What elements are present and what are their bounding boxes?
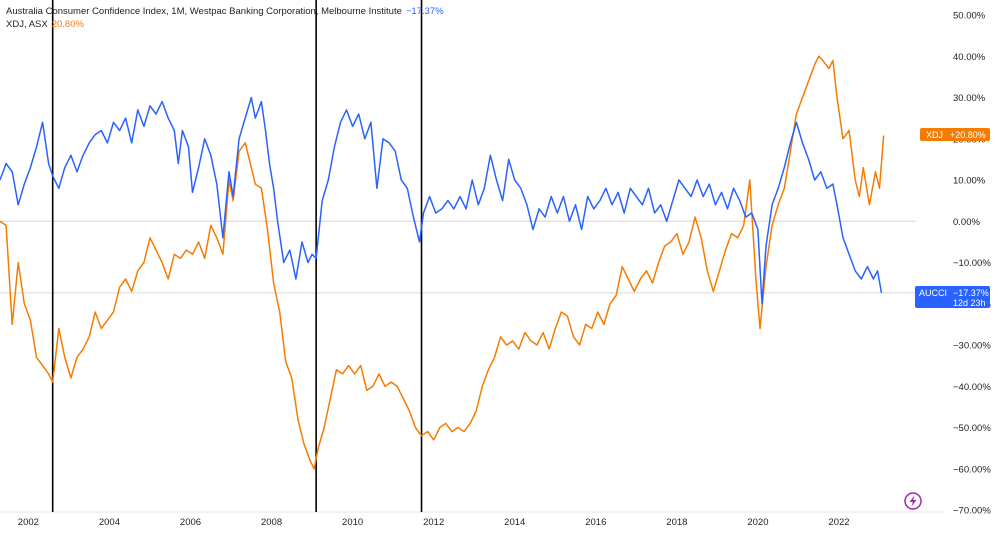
y-axis: 50.00%40.00%30.00%20.00%10.00%0.00%−10.0… bbox=[953, 11, 991, 517]
x-tick-label: 2008 bbox=[261, 517, 282, 528]
y-tick-label: 40.00% bbox=[953, 52, 986, 63]
series-layer bbox=[0, 55, 885, 470]
y-tick-label: −30.00% bbox=[953, 341, 991, 352]
legend-series-xdj[interactable]: XDJ, ASX 20.80% bbox=[6, 19, 84, 30]
aucci-series-line[interactable] bbox=[0, 96, 883, 305]
legend-xdj-value: 20.80% bbox=[51, 19, 84, 30]
x-tick-label: 2018 bbox=[666, 517, 687, 528]
legend-aucci-value: −17.37% bbox=[405, 6, 444, 17]
x-axis: 2002 2004 2006 2008 2010 2012 2014 2016 2018 2020… bbox=[18, 517, 850, 528]
y-tick-label: 10.00% bbox=[953, 176, 986, 187]
y-tick-label: 30.00% bbox=[953, 93, 986, 104]
y-tick-label: −70.00% bbox=[953, 506, 991, 517]
aucci-badge-label: AUCCI bbox=[919, 288, 947, 298]
xdj-price-badge[interactable]: XDJ +20.80% bbox=[920, 128, 990, 141]
y-tick-label: −50.00% bbox=[953, 423, 991, 434]
y-tick-label: −60.00% bbox=[953, 464, 991, 475]
y-tick-label: 50.00% bbox=[953, 11, 986, 22]
y-tick-label: 0.00% bbox=[953, 217, 980, 228]
xdj-badge-label: XDJ bbox=[926, 130, 943, 140]
aucci-badge-background bbox=[915, 286, 990, 308]
lightning-button[interactable] bbox=[904, 492, 922, 510]
legend-xdj-title: XDJ, ASX bbox=[6, 19, 48, 30]
legend-series-aucci[interactable]: Australia Consumer Confidence Index, 1M,… bbox=[6, 6, 444, 17]
x-tick-label: 2014 bbox=[504, 517, 525, 528]
y-tick-label: −10.00% bbox=[953, 258, 991, 269]
x-tick-label: 2012 bbox=[423, 517, 444, 528]
aucci-price-badge[interactable]: AUCCI −17.37% 12d 23h bbox=[915, 286, 990, 308]
x-tick-label: 2020 bbox=[747, 517, 768, 528]
legend-aucci-title: Australia Consumer Confidence Index, 1M,… bbox=[6, 6, 402, 17]
xdj-badge-background bbox=[920, 128, 990, 141]
aucci-badge-countdown: 12d 23h bbox=[953, 298, 986, 308]
xdj-series-line[interactable] bbox=[0, 55, 885, 470]
x-tick-label: 2006 bbox=[180, 517, 201, 528]
x-tick-label: 2022 bbox=[828, 517, 849, 528]
lightning-icon bbox=[909, 495, 917, 507]
xdj-badge-value: +20.80% bbox=[950, 130, 986, 140]
x-tick-label: 2010 bbox=[342, 517, 363, 528]
x-tick-label: 2002 bbox=[18, 517, 39, 528]
y-tick-label: −40.00% bbox=[953, 382, 991, 393]
x-tick-label: 2016 bbox=[585, 517, 606, 528]
aucci-badge-value: −17.37% bbox=[953, 288, 989, 298]
x-tick-label: 2004 bbox=[99, 517, 120, 528]
